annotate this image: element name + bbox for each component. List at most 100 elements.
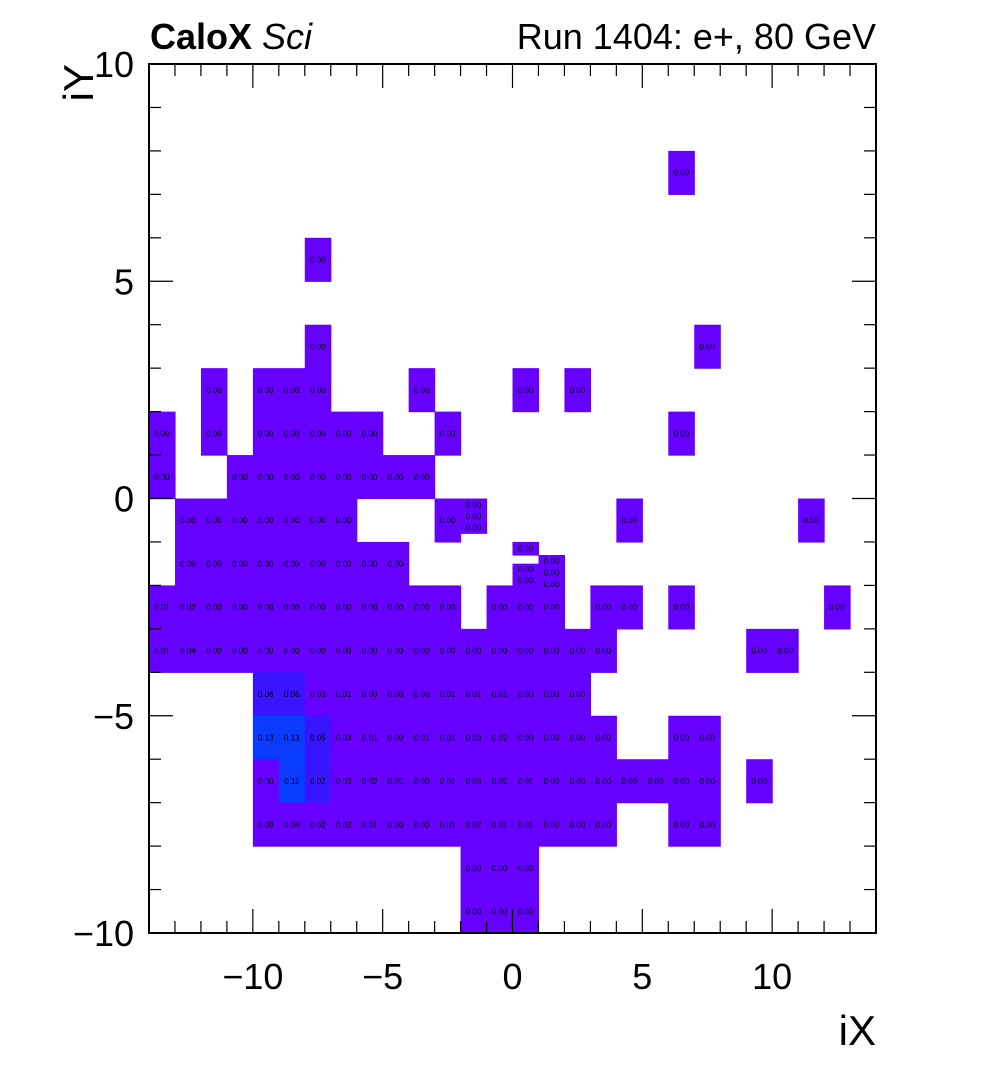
- heatmap-cell: [538, 554, 566, 591]
- cell-value-label: 0.00: [310, 603, 326, 612]
- heatmap-cell: [408, 802, 436, 847]
- heatmap-cell: [278, 411, 306, 456]
- cell-value-label: 0.00: [544, 580, 560, 589]
- heatmap-cell: [226, 628, 254, 673]
- heatmap-cell: [252, 628, 280, 673]
- heatmap-cell: [252, 715, 280, 760]
- heatmap-cell: [408, 672, 436, 717]
- cell-value-label: 0.00: [544, 777, 560, 786]
- cell-value-label: 0.00: [258, 560, 274, 569]
- heatmap-cell: [226, 498, 254, 543]
- heatmap-cell: [824, 585, 851, 630]
- cell-value-label: 0.00: [414, 647, 430, 656]
- heatmap-cell: [252, 802, 280, 847]
- cell-value-label: 0.00: [648, 777, 664, 786]
- heatmap-cell: [330, 672, 358, 717]
- heatmap-cell: [434, 498, 462, 543]
- cell-value-label: 0.01: [440, 777, 456, 786]
- cell-value-label: 0.02: [466, 820, 482, 829]
- heatmap-cell: [512, 585, 540, 630]
- cell-value-label: 0.00: [258, 429, 274, 438]
- cell-value-label: 0.00: [518, 733, 534, 742]
- heatmap-cell: [668, 802, 695, 847]
- cell-value-label: 0.00: [440, 429, 456, 438]
- heatmap-cell: [486, 802, 514, 847]
- cell-value-label: 0.00: [310, 429, 326, 438]
- cell-value-label: 0.00: [154, 429, 170, 438]
- cell-value-label: 0.00: [544, 820, 560, 829]
- heatmap-cell: [434, 628, 462, 673]
- cell-value-label: 0.00: [518, 647, 534, 656]
- heatmap-cell: [486, 672, 514, 717]
- heatmap-cell: [174, 541, 202, 586]
- heatmap-cell: [616, 498, 643, 543]
- cell-value-label: 0.00: [466, 512, 482, 521]
- heatmap-cell: [278, 802, 306, 847]
- heatmap-cell: [356, 759, 384, 804]
- heatmap-cell: [200, 628, 228, 673]
- cell-value-label: 0.00: [492, 647, 508, 656]
- cell-value-label: 0.01: [154, 603, 170, 612]
- heatmap-cell: [694, 802, 721, 847]
- cell-value-label: 0.02: [310, 820, 326, 829]
- cell-value-label: 0.00: [518, 544, 534, 553]
- heatmap-cell: [486, 759, 514, 804]
- heatmap-cell: [512, 563, 540, 586]
- heatmap-cell: [564, 802, 591, 847]
- heatmap-cell: [798, 498, 825, 543]
- heatmap-cell: [304, 498, 332, 543]
- cell-value-label: 0.00: [258, 386, 274, 395]
- heatmap-cell: [694, 759, 721, 804]
- cell-value-label: 0.00: [362, 690, 378, 699]
- cell-value-label: 0.00: [466, 864, 482, 873]
- heatmap-cell: [460, 846, 488, 891]
- heatmap-cell: [434, 715, 462, 760]
- cell-value-label: 0.00: [492, 603, 508, 612]
- y-tick-label: −5: [93, 696, 134, 737]
- cell-value-label: 0.00: [518, 386, 534, 395]
- cell-value-label: 0.00: [699, 777, 715, 786]
- cell-value-label: 0.00: [803, 516, 819, 525]
- cell-value-label: 0.00: [414, 473, 430, 482]
- x-tick-label: 5: [632, 956, 652, 997]
- experiment-tag: Sci: [262, 16, 313, 57]
- heatmap-cell: [330, 585, 358, 630]
- y-tick-label: 10: [94, 44, 134, 85]
- heatmap-cell: [694, 324, 721, 369]
- heatmap-cell: [408, 759, 436, 804]
- cell-value-label: 0.00: [440, 647, 456, 656]
- cell-value-label: 0.00: [388, 820, 404, 829]
- heatmap-cell: [434, 672, 462, 717]
- cell-value-label: 0.00: [362, 473, 378, 482]
- cell-value-label: 0.07: [310, 777, 326, 786]
- cell-value-label: 0.00: [518, 565, 534, 574]
- heatmap-cell: [564, 759, 591, 804]
- cell-value-label: 0.00: [362, 647, 378, 656]
- cell-value-label: 0.00: [544, 733, 560, 742]
- heatmap-cell: [564, 368, 591, 413]
- cell-value-label: 0.11: [284, 777, 300, 786]
- heatmap-cell: [174, 498, 202, 543]
- heatmap-cell: [590, 802, 617, 847]
- heatmap-cell: [356, 541, 384, 586]
- cell-value-label: 0.00: [414, 386, 430, 395]
- heatmap-cell: [460, 628, 488, 673]
- heatmap-cell: [512, 672, 540, 717]
- cell-value-label: 0.00: [699, 733, 715, 742]
- heatmap-cell: [330, 628, 358, 673]
- cell-value-label: 0.00: [466, 647, 482, 656]
- heatmap-cell: [382, 455, 410, 500]
- heatmap-cell: [356, 628, 384, 673]
- heatmap-cell: [668, 759, 695, 804]
- heatmap-cell: [382, 759, 410, 804]
- cell-value-label: 0.00: [570, 647, 586, 656]
- cell-value-label: 0.00: [518, 576, 534, 585]
- cell-value-label: 0.01: [440, 820, 456, 829]
- cell-value-label: 0.02: [336, 820, 352, 829]
- cell-value-label: 0.00: [284, 386, 300, 395]
- heatmap-cell: [252, 759, 280, 804]
- heatmap-cell: [304, 455, 332, 500]
- cell-value-label: 0.00: [284, 473, 300, 482]
